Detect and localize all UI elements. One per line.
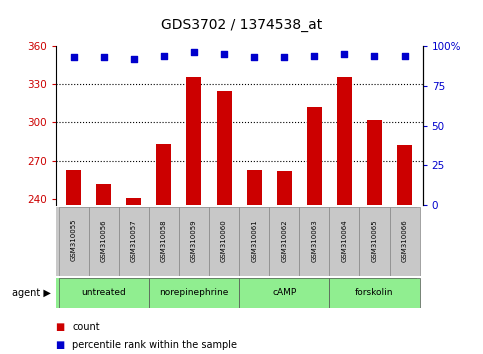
Bar xyxy=(239,207,269,276)
Bar xyxy=(96,184,111,205)
Text: percentile rank within the sample: percentile rank within the sample xyxy=(72,340,238,350)
Text: GSM310058: GSM310058 xyxy=(161,219,167,262)
Bar xyxy=(397,145,412,205)
Bar xyxy=(89,207,119,276)
Bar xyxy=(179,207,209,276)
Text: forskolin: forskolin xyxy=(355,289,394,297)
Bar xyxy=(209,207,239,276)
Text: GSM310061: GSM310061 xyxy=(251,219,257,262)
Bar xyxy=(149,207,179,276)
Point xyxy=(280,54,288,60)
Text: GSM310063: GSM310063 xyxy=(312,219,317,262)
Bar xyxy=(307,107,322,205)
Bar xyxy=(216,91,231,205)
Point xyxy=(70,54,77,60)
Text: GSM310062: GSM310062 xyxy=(281,219,287,262)
Text: ■: ■ xyxy=(56,340,65,350)
Text: GSM310066: GSM310066 xyxy=(401,219,408,262)
Text: GDS3702 / 1374538_at: GDS3702 / 1374538_at xyxy=(161,18,322,32)
Text: norepinephrine: norepinephrine xyxy=(159,289,228,297)
Text: GSM310059: GSM310059 xyxy=(191,219,197,262)
Bar xyxy=(58,278,149,308)
Text: GSM310056: GSM310056 xyxy=(100,219,107,262)
Text: GSM310065: GSM310065 xyxy=(371,219,378,262)
Bar xyxy=(277,171,292,205)
Point xyxy=(130,56,138,62)
Text: count: count xyxy=(72,322,100,332)
Point xyxy=(401,53,409,58)
Text: cAMP: cAMP xyxy=(272,289,297,297)
Point xyxy=(190,50,198,55)
Text: GSM310057: GSM310057 xyxy=(131,219,137,262)
Point xyxy=(220,51,228,57)
Text: ■: ■ xyxy=(56,322,65,332)
Point xyxy=(370,53,378,58)
Bar xyxy=(126,198,142,205)
Point xyxy=(250,54,258,60)
Bar xyxy=(389,207,420,276)
Bar xyxy=(149,278,239,308)
Text: GSM310055: GSM310055 xyxy=(71,219,77,262)
Point xyxy=(341,51,348,57)
Bar xyxy=(239,278,329,308)
Bar xyxy=(367,120,382,205)
Bar xyxy=(329,278,420,308)
Text: GSM310064: GSM310064 xyxy=(341,219,347,262)
Point xyxy=(311,53,318,58)
Bar xyxy=(186,76,201,205)
Bar xyxy=(119,207,149,276)
Text: untreated: untreated xyxy=(81,289,126,297)
Bar xyxy=(66,170,81,205)
Bar xyxy=(58,207,89,276)
Point xyxy=(160,53,168,58)
Bar xyxy=(247,170,262,205)
Bar xyxy=(269,207,299,276)
Text: GSM310060: GSM310060 xyxy=(221,219,227,262)
Bar xyxy=(156,144,171,205)
Text: agent ▶: agent ▶ xyxy=(12,288,51,298)
Bar xyxy=(359,207,389,276)
Bar xyxy=(329,207,359,276)
Point xyxy=(100,54,108,60)
Bar xyxy=(337,76,352,205)
Bar xyxy=(299,207,329,276)
